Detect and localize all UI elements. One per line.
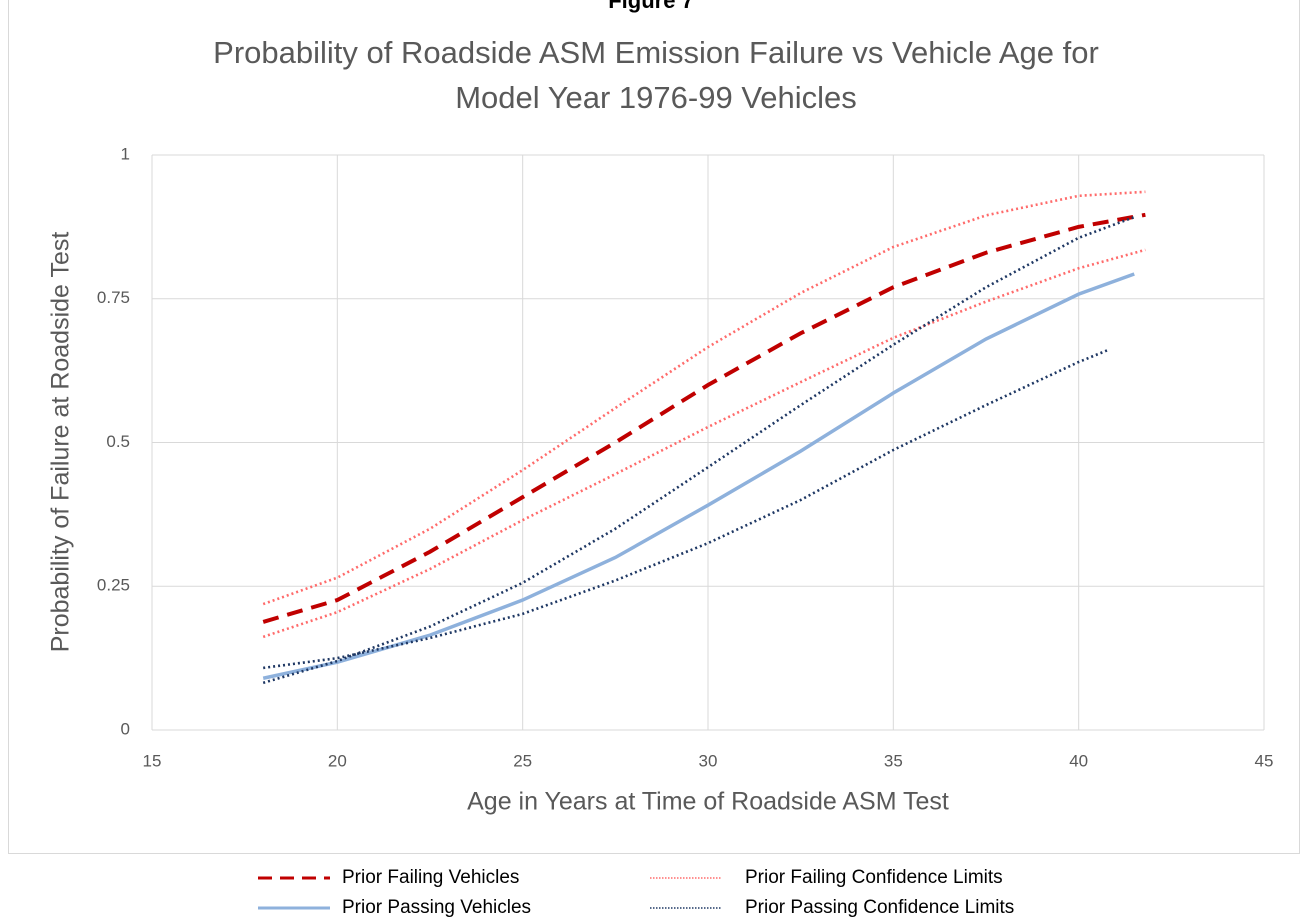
y-tick-label: 1: [121, 144, 130, 163]
series-line: [262, 190, 1146, 606]
series-line: [262, 272, 1135, 680]
x-tick-label: 25: [513, 751, 532, 770]
chart-title: Model Year 1976-99 Vehicles: [455, 80, 857, 115]
x-axis-label: Age in Years at Time of Roadside ASM Tes…: [467, 788, 949, 816]
legend-label: Prior Passing Vehicles: [342, 897, 531, 918]
figure-label: Figure 7: [608, 0, 694, 13]
y-tick-label: 0: [121, 719, 130, 738]
x-tick-label: 20: [328, 751, 347, 770]
legend-label: Prior Failing Confidence Limits: [745, 867, 1003, 888]
x-tick-label: 40: [1069, 751, 1088, 770]
x-tick-label: 15: [143, 751, 162, 770]
series-line: [262, 248, 1146, 639]
chart-title: Probability of Roadside ASM Emission Fai…: [213, 35, 1099, 70]
y-axis-label: Probability of Failure at Roadside Test: [47, 232, 75, 653]
x-tick-label: 35: [884, 751, 903, 770]
chart-border: [8, 0, 1300, 854]
series-line: [262, 212, 1146, 624]
x-tick-label: 30: [699, 751, 718, 770]
legend-label: Prior Passing Confidence Limits: [745, 897, 1014, 918]
legend-label: Prior Failing Vehicles: [342, 867, 519, 888]
y-tick-label: 0.25: [97, 576, 130, 595]
x-tick-label: 45: [1255, 751, 1274, 770]
y-tick-label: 0.5: [106, 432, 130, 451]
y-tick-label: 0.75: [97, 288, 130, 307]
